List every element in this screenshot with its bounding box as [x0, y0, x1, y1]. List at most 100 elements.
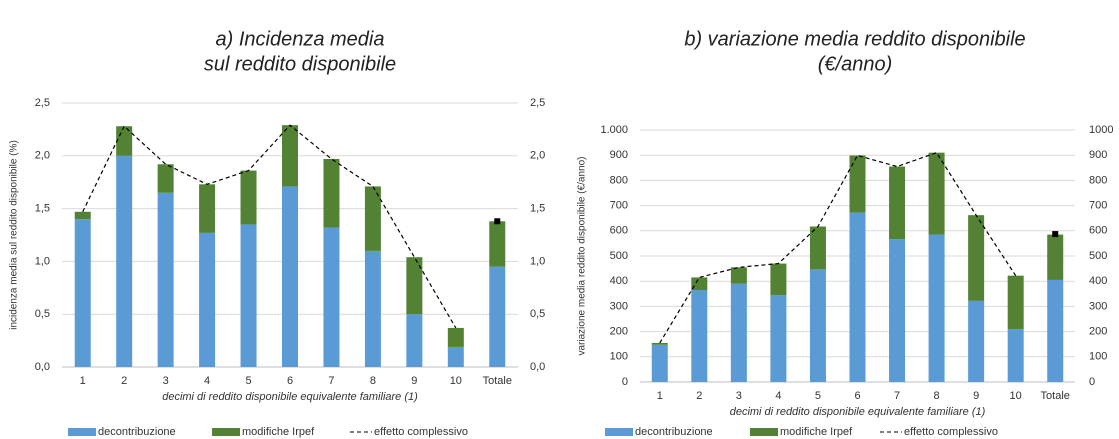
x-tick-label: 2: [121, 375, 127, 387]
y2-tick-label: 1,5: [530, 203, 545, 215]
bar-segment: [199, 184, 216, 233]
legend-swatch: [68, 428, 96, 436]
x-tick-label: 10: [1010, 390, 1022, 402]
bar-segment: [282, 186, 298, 367]
bar-segment: [730, 267, 747, 284]
y-tick-label: 400: [610, 275, 628, 287]
legend-swatch: [212, 428, 240, 436]
bar-segment: [849, 212, 866, 382]
x-tick-label: 6: [287, 375, 293, 387]
y2-tick-label: 0: [1089, 376, 1095, 388]
y-tick-label: 2,0: [35, 150, 50, 162]
bar-segment: [489, 266, 506, 367]
bar-segment: [889, 166, 906, 240]
bar-segment: [323, 158, 340, 228]
bar-segment: [157, 192, 174, 367]
legend-label: effetto complessivo: [904, 426, 998, 438]
x-tick-label: 2: [696, 390, 702, 402]
line-marker: [494, 218, 501, 225]
bar-segment: [282, 125, 298, 187]
bar-segment: [770, 295, 787, 382]
x-tick-label: 5: [815, 390, 821, 402]
x-tick-label: 3: [736, 390, 742, 402]
y-tick-label: 0,5: [35, 308, 50, 320]
bar-segment: [364, 186, 381, 251]
y-tick-label: 100: [610, 351, 628, 363]
y-tick-label: 500: [610, 250, 628, 262]
bar-segment: [199, 232, 216, 367]
x-tick-label: 4: [204, 375, 210, 387]
bar-segment: [889, 239, 906, 382]
bar-segment: [691, 290, 708, 382]
y-tick-label: 2,5: [35, 97, 50, 109]
legend-swatch: [605, 428, 633, 436]
bar-segment: [323, 227, 340, 367]
bar-segment: [74, 211, 91, 220]
bar-segment: [240, 170, 257, 225]
y2-tick-label: 500: [1089, 250, 1107, 262]
x-axis-label: decimi di reddito disponibile equivalent…: [730, 406, 986, 418]
bar-segment: [116, 155, 133, 367]
x-tick-label: 1: [80, 375, 86, 387]
x-tick-label: 8: [370, 375, 376, 387]
bar-segment: [651, 342, 668, 345]
bar-segment: [1047, 279, 1064, 382]
legend-label: modifiche Irpef: [780, 426, 853, 438]
x-tick-label: 3: [163, 375, 169, 387]
bar-segment: [447, 346, 464, 367]
legend-label: modifiche Irpef: [242, 426, 315, 438]
y2-tick-label: 0,5: [530, 308, 545, 320]
y2-tick-label: 1,0: [530, 255, 545, 267]
y2-tick-label: 2,0: [530, 150, 545, 162]
y-tick-label: 1,5: [35, 203, 50, 215]
x-tick-label: 1: [657, 390, 663, 402]
chart-title: b) variazione media reddito disponibile: [684, 28, 1025, 50]
x-tick-label: 9: [411, 375, 417, 387]
y2-tick-label: 2,5: [530, 97, 545, 109]
bar-segment: [489, 221, 506, 267]
bar-segment: [157, 164, 174, 193]
y-tick-label: 0: [622, 376, 628, 388]
bar-segment: [1007, 275, 1024, 330]
bar-segment: [1047, 234, 1064, 280]
bar-segment: [809, 269, 826, 382]
x-tick-label: 9: [973, 390, 979, 402]
legend-label: effetto complessivo: [374, 426, 468, 438]
x-tick-label: 6: [854, 390, 860, 402]
line: [659, 151, 1017, 344]
x-tick-label: 5: [245, 375, 251, 387]
legend-label: decontribuzione: [98, 426, 176, 438]
bar-segment: [849, 155, 866, 213]
y2-tick-label: 300: [1089, 300, 1107, 312]
x-axis-label: decimi di reddito disponibile equivalent…: [162, 391, 418, 403]
bar-segment: [730, 283, 747, 382]
y-axis-label: incidenza media sul reddito disponibile …: [9, 140, 20, 330]
chart-title: (€/anno): [818, 53, 893, 75]
bar-segment: [447, 327, 464, 347]
legend-label: decontribuzione: [635, 426, 713, 438]
y2-tick-label: 700: [1089, 200, 1107, 212]
y-tick-label: 700: [610, 200, 628, 212]
y2-tick-label: 600: [1089, 225, 1107, 237]
line-marker: [1052, 231, 1059, 238]
bar-segment: [74, 219, 91, 367]
y-tick-label: 0,0: [35, 361, 50, 373]
y2-tick-label: 1000: [1089, 124, 1113, 136]
x-tick-label: Totale: [1041, 390, 1070, 402]
y-tick-label: 600: [610, 225, 628, 237]
bar-segment: [240, 224, 257, 367]
x-tick-label: 4: [775, 390, 781, 402]
legend-swatch: [750, 428, 778, 436]
x-tick-label: Totale: [483, 375, 512, 387]
bar-segment: [1007, 329, 1024, 382]
chart-title: a) Incidenza media: [216, 28, 385, 50]
bar-segment: [968, 215, 985, 301]
x-tick-label: 10: [450, 375, 462, 387]
bar-segment: [691, 277, 708, 291]
bar-segment: [928, 152, 945, 235]
y2-tick-label: 100: [1089, 351, 1107, 363]
y2-tick-label: 400: [1089, 275, 1107, 287]
y-tick-label: 900: [610, 149, 628, 161]
